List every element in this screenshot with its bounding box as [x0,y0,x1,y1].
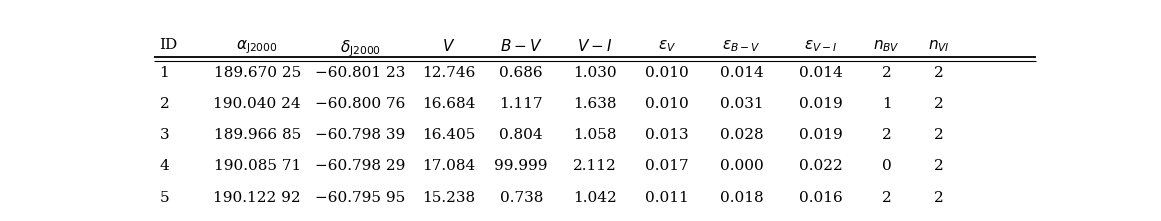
Text: 190.122 92: 190.122 92 [214,191,301,205]
Text: 190.040 24: 190.040 24 [214,97,301,111]
Text: 1.030: 1.030 [574,66,616,80]
Text: 0.019: 0.019 [799,128,843,142]
Text: 1.638: 1.638 [574,97,616,111]
Text: 3: 3 [159,128,170,142]
Text: $\alpha_{\mathrm{J2000}}$: $\alpha_{\mathrm{J2000}}$ [237,38,277,56]
Text: 0.010: 0.010 [646,66,688,80]
Text: $V-I$: $V-I$ [577,38,613,54]
Text: $n_{VI}$: $n_{VI}$ [929,38,950,54]
Text: 17.084: 17.084 [421,160,475,173]
Text: 2: 2 [935,97,944,111]
Text: 0.686: 0.686 [499,66,543,80]
Text: 0.000: 0.000 [720,160,764,173]
Text: $\delta_{\mathrm{J2000}}$: $\delta_{\mathrm{J2000}}$ [340,38,381,59]
Text: $\epsilon_{V-I}$: $\epsilon_{V-I}$ [805,38,837,54]
Text: 0.011: 0.011 [646,191,688,205]
Text: 0.022: 0.022 [799,160,843,173]
Text: $B-V$: $B-V$ [500,38,542,54]
Text: 0.028: 0.028 [720,128,764,142]
Text: −60.798 29: −60.798 29 [316,160,406,173]
Text: 0: 0 [881,160,892,173]
Text: 0.013: 0.013 [646,128,688,142]
Text: $V$: $V$ [441,38,455,54]
Text: 190.085 71: 190.085 71 [214,160,301,173]
Text: −60.800 76: −60.800 76 [316,97,406,111]
Text: $\epsilon_V$: $\epsilon_V$ [658,38,676,54]
Text: 16.405: 16.405 [421,128,475,142]
Text: 1.058: 1.058 [574,128,616,142]
Text: 2: 2 [935,128,944,142]
Text: $n_{BV}$: $n_{BV}$ [873,38,900,54]
Text: 16.684: 16.684 [421,97,475,111]
Text: 2: 2 [881,128,892,142]
Text: 2: 2 [935,66,944,80]
Text: 0.014: 0.014 [799,66,843,80]
Text: 0.014: 0.014 [720,66,764,80]
Text: 4: 4 [159,160,170,173]
Text: 0.017: 0.017 [646,160,688,173]
Text: 12.746: 12.746 [421,66,475,80]
Text: 2: 2 [881,66,892,80]
Text: 0.010: 0.010 [646,97,688,111]
Text: $\epsilon_{B-V}$: $\epsilon_{B-V}$ [722,38,760,54]
Text: 15.238: 15.238 [421,191,475,205]
Text: 5: 5 [159,191,170,205]
Text: 0.804: 0.804 [499,128,543,142]
Text: 2: 2 [935,160,944,173]
Text: 0.019: 0.019 [799,97,843,111]
Text: 1.117: 1.117 [499,97,543,111]
Text: 99.999: 99.999 [495,160,548,173]
Text: 0.738: 0.738 [499,191,543,205]
Text: 2: 2 [881,191,892,205]
Text: −60.798 39: −60.798 39 [316,128,405,142]
Text: 0.016: 0.016 [799,191,843,205]
Text: ID: ID [159,38,178,52]
Text: −60.801 23: −60.801 23 [316,66,406,80]
Text: 0.031: 0.031 [720,97,764,111]
Text: 1.042: 1.042 [574,191,616,205]
Text: 189.670 25: 189.670 25 [214,66,301,80]
Text: −60.795 95: −60.795 95 [316,191,405,205]
Text: 0.018: 0.018 [720,191,764,205]
Text: 1: 1 [159,66,170,80]
Text: 189.966 85: 189.966 85 [214,128,301,142]
Text: 1: 1 [881,97,892,111]
Text: 2: 2 [935,191,944,205]
Text: 2: 2 [159,97,170,111]
Text: 2.112: 2.112 [574,160,616,173]
